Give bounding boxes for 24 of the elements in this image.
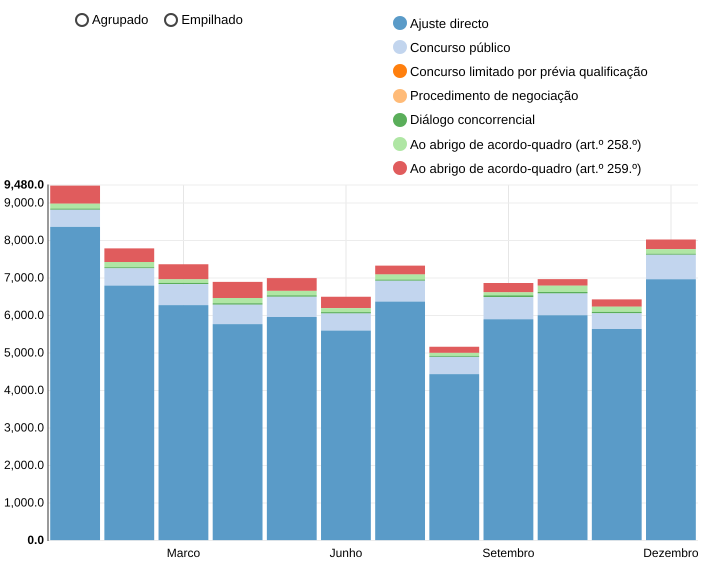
y-tick-label: 5,000.0: [4, 345, 44, 360]
y-tick-label: 8,000.0: [4, 232, 44, 247]
text: Agrupado: [92, 12, 148, 27]
y-tick-label: 9,000.0: [4, 196, 44, 210]
text: Empilhado: [181, 12, 243, 27]
legend-label: Ao abrigo de acordo-quadro (art.º 258.º): [410, 136, 642, 152]
legend-label: Diálogo concorrencial: [410, 112, 536, 128]
legend-label: Ajuste directo: [410, 16, 489, 31]
legend-label: Concurso limitado por prévia qualificação: [410, 64, 648, 79]
x-tick-label: Dezembro: [643, 546, 699, 560]
y-tick-label: 6,000.0: [4, 308, 44, 322]
y-tick-label: 7,000.0: [4, 270, 44, 284]
y-tick-label: 9,480.0: [4, 178, 44, 192]
x-tick-label: Marco: [166, 546, 200, 560]
x-tick-label: Junho: [330, 546, 363, 560]
y-tick-label: 4,000.0: [4, 382, 44, 397]
legend-label: Ao abrigo de acordo-quadro (art.º 259.º): [410, 160, 642, 176]
y-tick-label: 3,000.0: [4, 420, 44, 434]
legend-label: Concurso público: [410, 40, 510, 55]
y-tick-label: 1,000.0: [4, 495, 44, 510]
y-tick-label: 0.0: [27, 532, 44, 547]
legend-label: Procedimento de negociação: [410, 88, 578, 104]
x-tick-label: Setembro: [482, 546, 535, 560]
y-tick-label: 2,000.0: [4, 458, 44, 472]
